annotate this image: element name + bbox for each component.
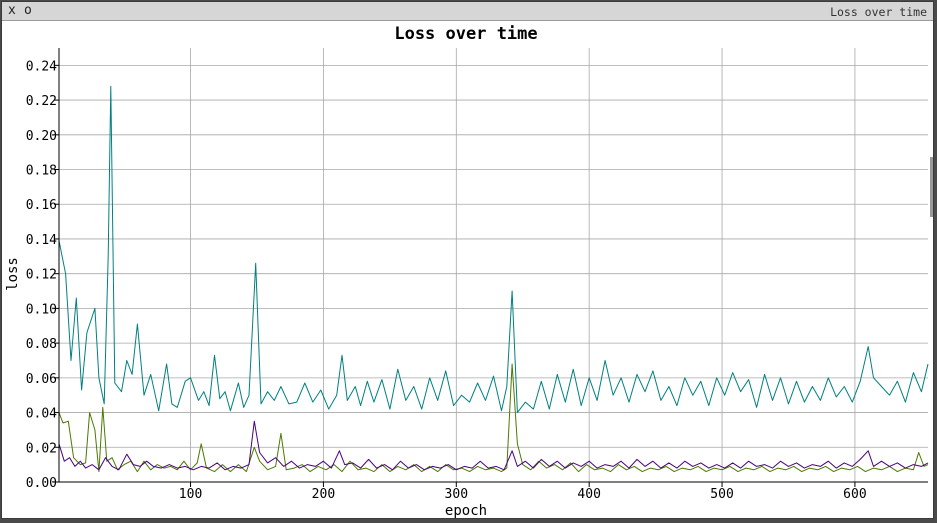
series-line-2 xyxy=(58,363,929,473)
x-tick-label: 600 xyxy=(843,487,866,502)
y-tick-label: 0.20 xyxy=(26,129,57,144)
y-tick-label: 0.04 xyxy=(26,407,57,422)
x-tick-label: 400 xyxy=(577,487,600,502)
y-tick-label: 0.06 xyxy=(26,372,57,387)
y-tick-label: 0.10 xyxy=(26,302,57,317)
y-tick-label: 0.02 xyxy=(26,441,57,456)
y-axis-label: loss xyxy=(5,257,21,291)
x-tick-label: 300 xyxy=(445,487,468,502)
x-axis-label: epoch xyxy=(445,503,487,519)
minimize-button[interactable]: o xyxy=(24,3,32,18)
y-tick-label: 0.14 xyxy=(26,233,57,248)
x-tick-label: 200 xyxy=(312,487,335,502)
x-tick-label: 500 xyxy=(710,487,733,502)
y-tick-label: 0.22 xyxy=(26,94,57,109)
close-button[interactable]: x xyxy=(8,3,16,18)
y-tick-label: 0.24 xyxy=(26,59,57,74)
series-line-1 xyxy=(58,85,929,414)
window-title: Loss over time xyxy=(830,5,927,19)
y-tick-label: 0.08 xyxy=(26,337,57,352)
y-tick-label: 0.16 xyxy=(26,198,57,213)
series-line-3 xyxy=(58,420,929,471)
y-tick-label: 0.00 xyxy=(26,476,57,491)
x-tick-label: 100 xyxy=(179,487,202,502)
chart-title: Loss over time xyxy=(394,24,537,44)
y-tick-label: 0.12 xyxy=(26,268,57,283)
resize-handle[interactable] xyxy=(930,157,933,217)
title-bar: x o Loss over time xyxy=(2,2,933,21)
y-tick-label: 0.18 xyxy=(26,164,57,179)
